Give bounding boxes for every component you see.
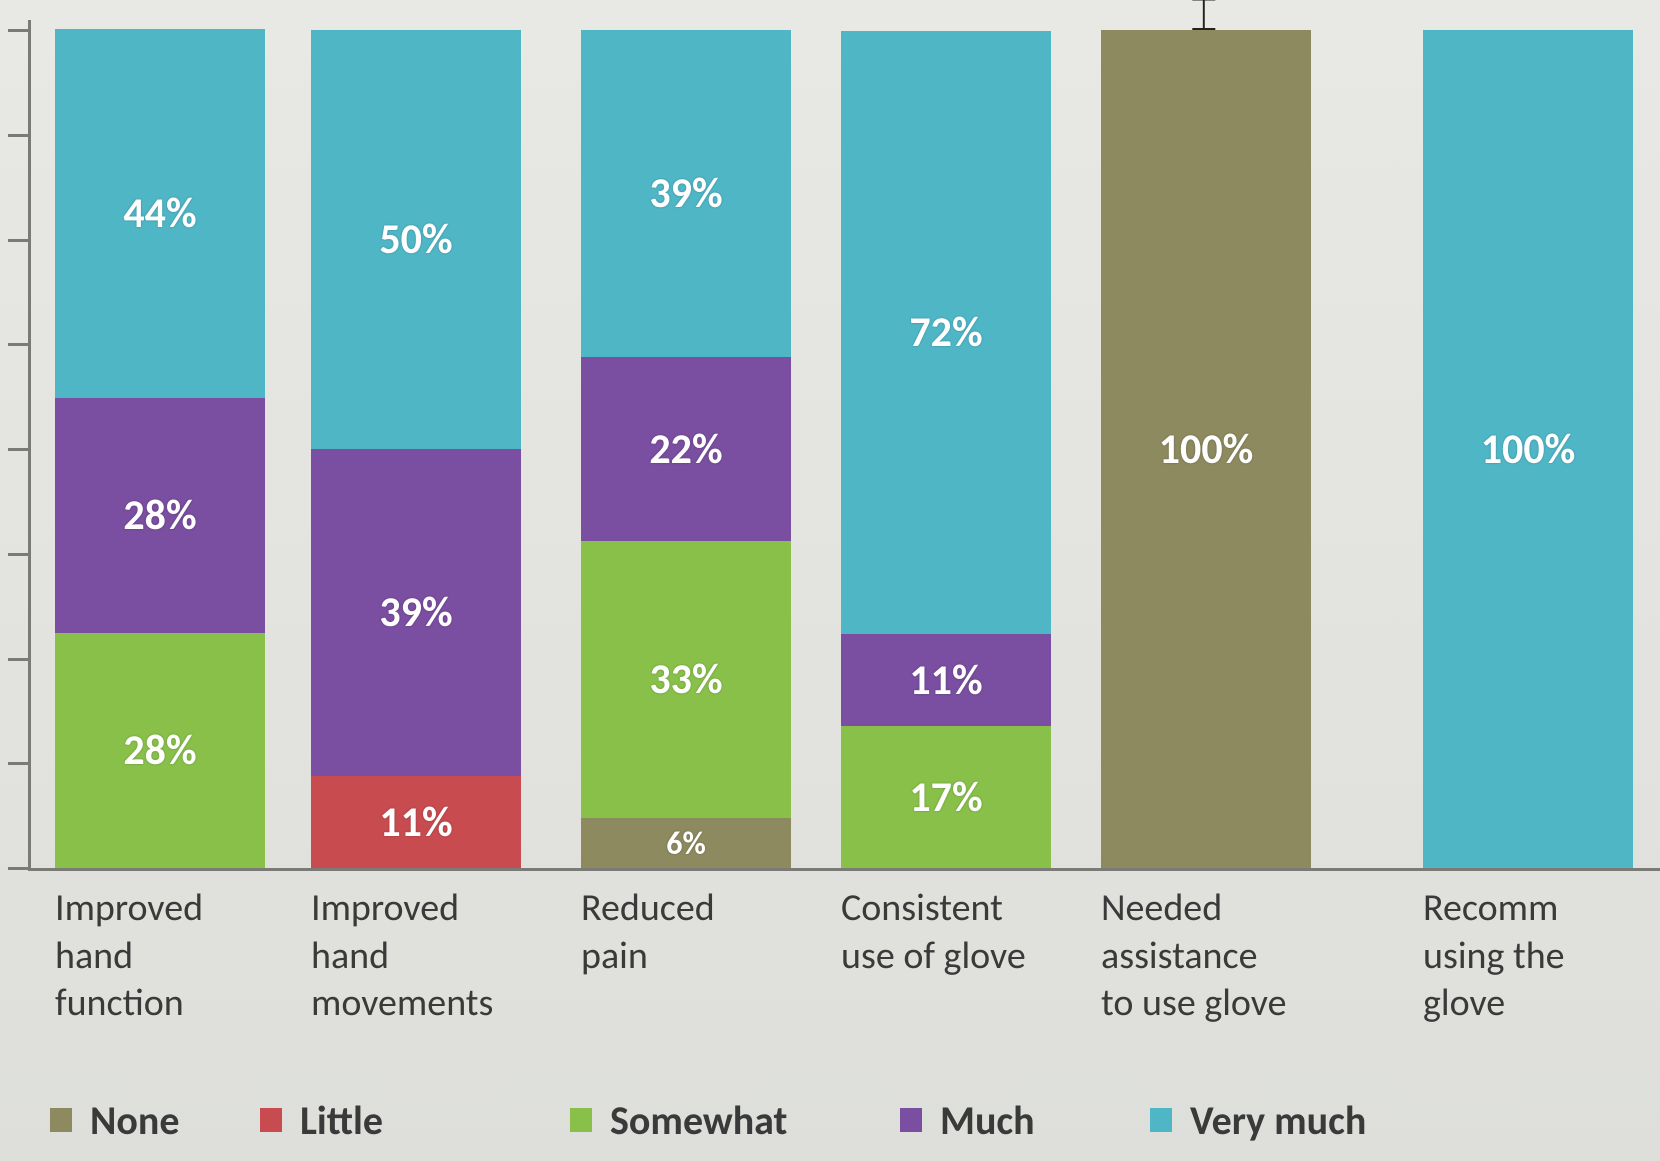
bar-segment: 72% bbox=[841, 31, 1051, 634]
category-label-line: using the bbox=[1423, 933, 1660, 981]
bar-segment: 11% bbox=[841, 634, 1051, 726]
y-tick bbox=[8, 762, 28, 765]
bar-segment: 17% bbox=[841, 726, 1051, 868]
bar-segment: 100% bbox=[1423, 30, 1633, 868]
stacked-bar-chart: 28% 28% 44% 11% 39% 50% 6% 33% 22% 39% 17% 11% 72% 10… bbox=[0, 0, 1660, 1161]
legend-label: None bbox=[90, 1096, 179, 1145]
bar-segment: 28% bbox=[55, 633, 265, 868]
bar-segment: 33% bbox=[581, 541, 791, 818]
y-tick bbox=[8, 134, 28, 137]
bar-segment: 39% bbox=[581, 30, 791, 357]
category-label-line: Improved bbox=[55, 885, 315, 933]
category-label-line: hand bbox=[55, 933, 315, 981]
bar-column: 11% 39% 50% bbox=[311, 30, 521, 868]
legend-item: None bbox=[50, 1096, 179, 1145]
legend-swatch bbox=[260, 1108, 282, 1132]
bar-segment-label: 28% bbox=[123, 490, 196, 541]
bar-segment: 6% bbox=[581, 818, 791, 868]
bar-column: 100% bbox=[1101, 30, 1311, 868]
bar-column: 28% 28% 44% bbox=[55, 29, 265, 868]
bar-segment-label: 6% bbox=[666, 824, 706, 863]
chart-legend: None Little Somewhat Much Very much bbox=[50, 1090, 1610, 1150]
legend-swatch bbox=[570, 1108, 592, 1132]
legend-item: Somewhat bbox=[570, 1096, 787, 1145]
chart-bars: 28% 28% 44% 11% 39% 50% 6% 33% 22% 39% 17% 11% 72% 10… bbox=[31, 0, 1660, 868]
category-label-line: Reduced bbox=[581, 885, 841, 933]
bar-column: 17% 11% 72% bbox=[841, 31, 1051, 868]
category-label-line: to use glove bbox=[1101, 980, 1361, 1028]
legend-item: Little bbox=[260, 1096, 383, 1145]
y-tick bbox=[8, 448, 28, 451]
category-label-line: Improved bbox=[311, 885, 571, 933]
bar-segment: 22% bbox=[581, 357, 791, 541]
legend-label: Very much bbox=[1190, 1096, 1366, 1145]
legend-label: Little bbox=[300, 1096, 383, 1145]
category-label: Recommusing theglove bbox=[1423, 885, 1660, 1028]
bar-segment: 100% bbox=[1101, 30, 1311, 868]
bar-segment-label: 33% bbox=[649, 654, 722, 705]
legend-item: Much bbox=[900, 1096, 1035, 1145]
category-label-line: function bbox=[55, 980, 315, 1028]
bar-segment-label: 39% bbox=[649, 168, 722, 219]
category-label-line: hand bbox=[311, 933, 571, 981]
category-label-line: glove bbox=[1423, 980, 1660, 1028]
category-label-line: Recomm bbox=[1423, 885, 1660, 933]
bar-column: 6% 33% 22% 39% bbox=[581, 30, 791, 868]
bar-segment-label: 22% bbox=[649, 424, 722, 475]
bar-segment: 11% bbox=[311, 776, 521, 868]
bar-segment-label: 100% bbox=[1481, 424, 1575, 475]
y-tick bbox=[8, 343, 28, 346]
category-label: Reducedpain bbox=[581, 885, 841, 980]
category-label-line: use of glove bbox=[841, 933, 1101, 981]
category-label-line: assistance bbox=[1101, 933, 1361, 981]
bar-segment: 44% bbox=[55, 29, 265, 398]
y-tick bbox=[8, 239, 28, 242]
y-tick bbox=[8, 553, 28, 556]
x-axis bbox=[28, 868, 1660, 871]
legend-swatch bbox=[50, 1108, 72, 1132]
legend-item: Very much bbox=[1150, 1096, 1366, 1145]
legend-label: Somewhat bbox=[610, 1096, 787, 1145]
bar-segment-label: 28% bbox=[123, 725, 196, 776]
legend-label: Much bbox=[940, 1096, 1035, 1145]
bar-segment-label: 50% bbox=[379, 214, 452, 265]
bar-segment-label: 100% bbox=[1159, 424, 1253, 475]
y-tick bbox=[8, 658, 28, 661]
category-label-line: Needed bbox=[1101, 885, 1361, 933]
category-label-line: movements bbox=[311, 980, 571, 1028]
category-label: Consistentuse of glove bbox=[841, 885, 1101, 980]
bar-segment: 28% bbox=[55, 398, 265, 633]
category-label-line: pain bbox=[581, 933, 841, 981]
y-tick bbox=[8, 867, 28, 870]
category-labels: ImprovedhandfunctionImprovedhandmovement… bbox=[31, 885, 1660, 1045]
legend-swatch bbox=[1150, 1108, 1172, 1132]
category-label: Neededassistanceto use glove bbox=[1101, 885, 1361, 1028]
bar-segment-label: 17% bbox=[909, 772, 982, 823]
category-label-line: Consistent bbox=[841, 885, 1101, 933]
bar-segment: 50% bbox=[311, 30, 521, 449]
bar-segment-label: 72% bbox=[909, 307, 982, 358]
bar-segment-label: 11% bbox=[379, 797, 452, 848]
legend-swatch bbox=[900, 1108, 922, 1132]
bar-segment-label: 39% bbox=[379, 587, 452, 638]
bar-segment-label: 11% bbox=[909, 655, 982, 706]
bar-segment-label: 44% bbox=[123, 188, 196, 239]
bar-column: 100% bbox=[1423, 30, 1633, 868]
category-label: Improvedhandfunction bbox=[55, 885, 315, 1028]
bar-segment: 39% bbox=[311, 449, 521, 776]
category-label: Improvedhandmovements bbox=[311, 885, 571, 1028]
y-tick bbox=[8, 29, 28, 32]
